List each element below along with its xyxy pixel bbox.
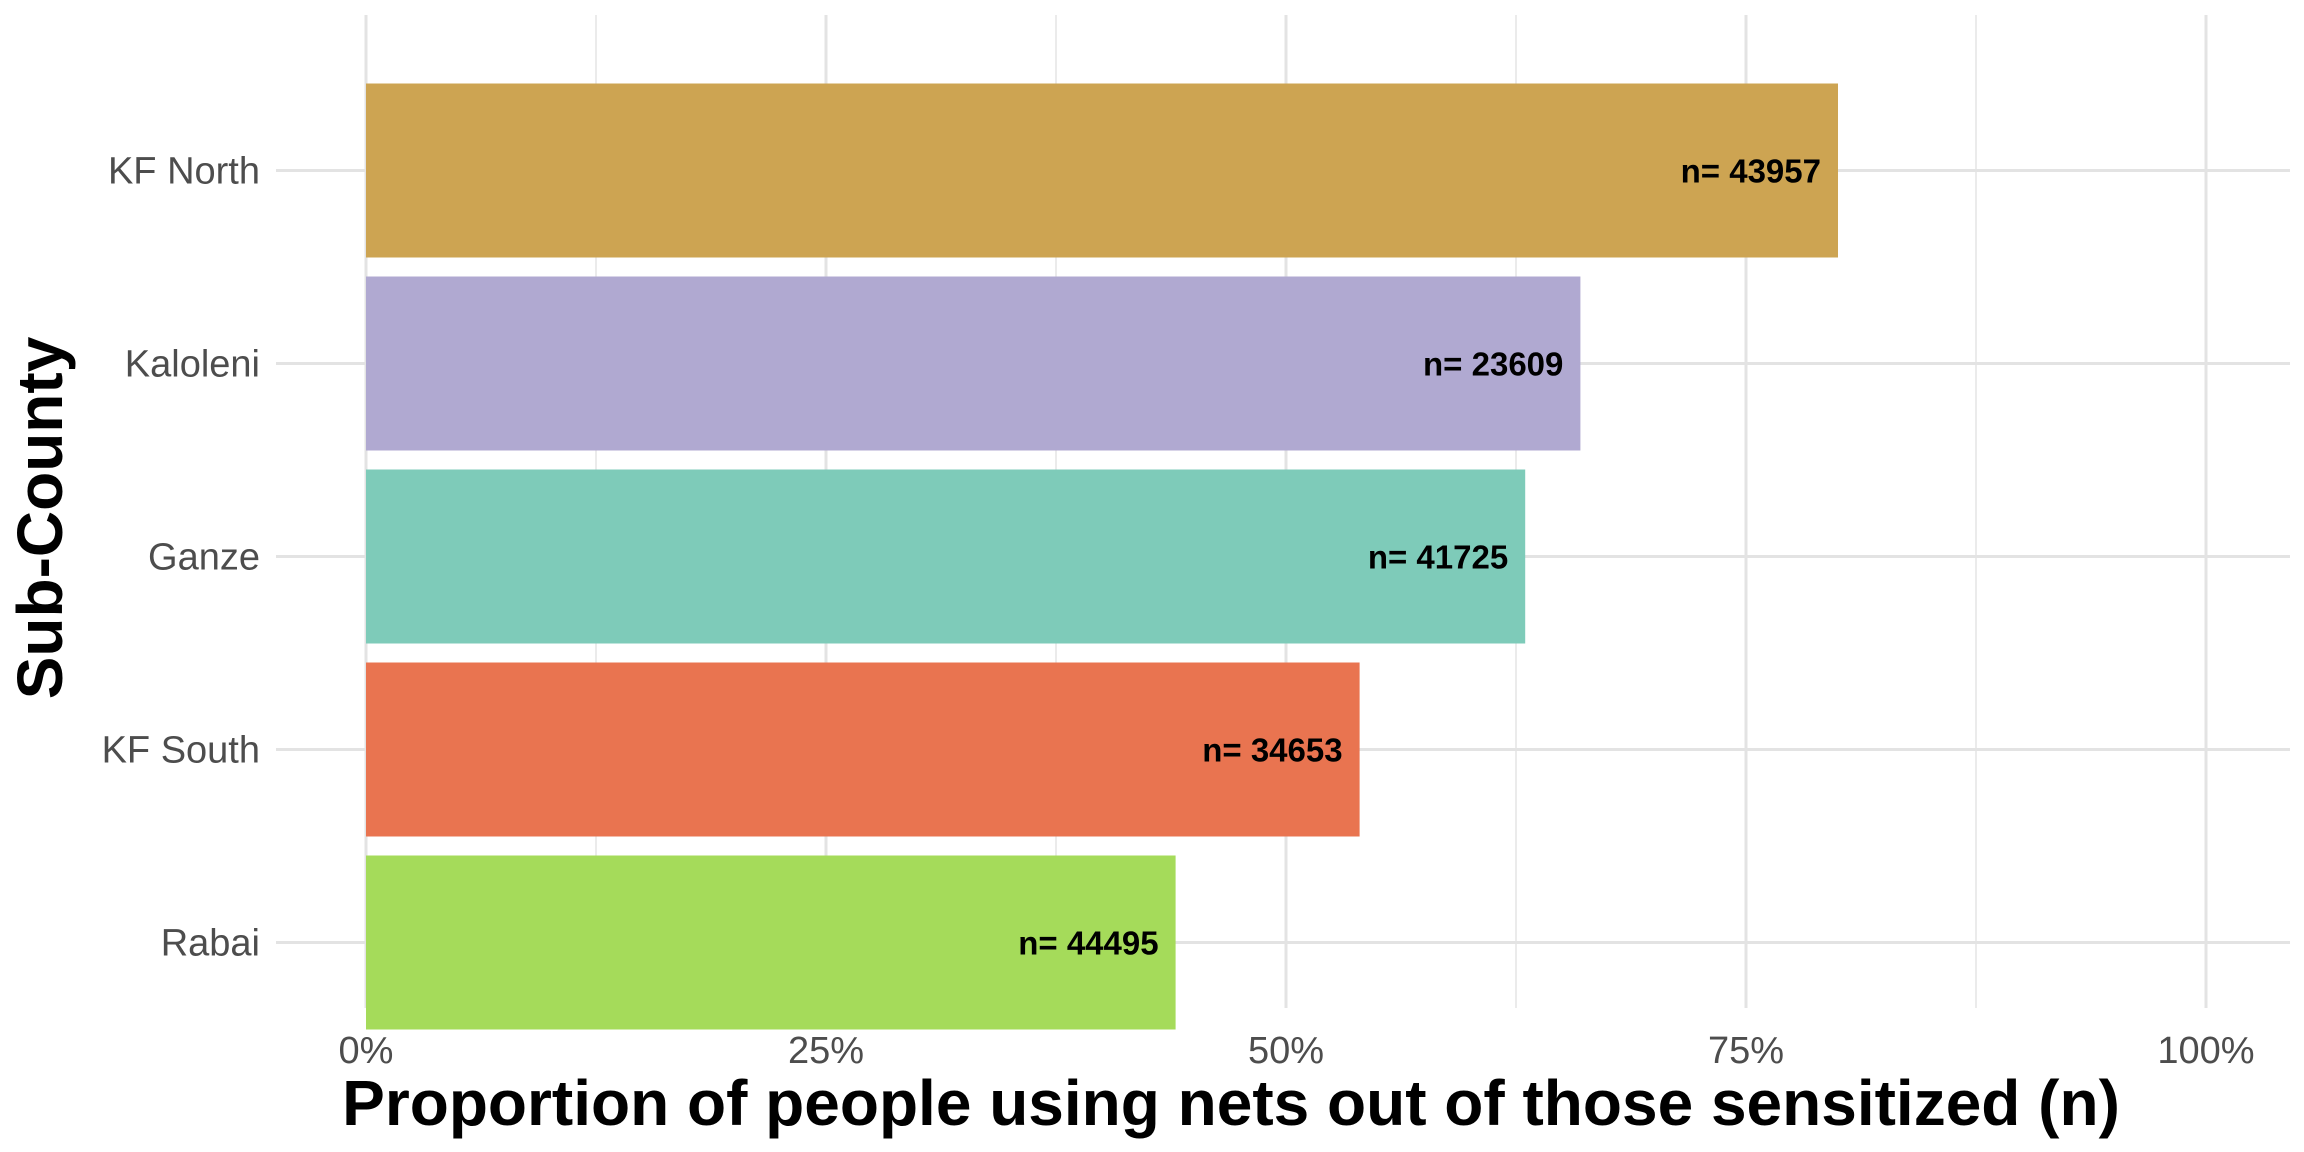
y-tick-label: Ganze xyxy=(148,537,260,579)
x-tick-label: 75% xyxy=(1708,1030,1784,1072)
bar-value-label: n= 41725 xyxy=(1368,539,1508,576)
bar-value-label: n= 34653 xyxy=(1202,732,1342,769)
bar xyxy=(366,662,1360,837)
bar-value-label: n= 43957 xyxy=(1681,153,1821,190)
y-tick-label: KF North xyxy=(108,151,260,193)
x-tick-label: 25% xyxy=(788,1030,864,1072)
bars xyxy=(366,83,1838,1030)
x-tick-label: 0% xyxy=(339,1030,394,1072)
bar xyxy=(366,469,1526,644)
y-axis-ticks: KF North Kaloleni Ganze KF South Rabai xyxy=(102,151,260,965)
x-tick-label: 100% xyxy=(2157,1030,2254,1072)
bar xyxy=(366,855,1176,1030)
bar-labels: n= 43957 n= 23609 n= 41725 n= 34653 n= 44495 xyxy=(1018,153,1821,962)
y-tick-label: KF South xyxy=(102,730,260,772)
bar xyxy=(366,83,1838,258)
bar-value-label: n= 44495 xyxy=(1018,925,1158,962)
x-tick-label: 50% xyxy=(1248,1030,1324,1072)
x-axis-ticks: 0% 25% 50% 75% 100% xyxy=(339,1030,2255,1072)
bar xyxy=(366,276,1581,451)
y-axis-title: Sub-County xyxy=(4,336,76,699)
y-tick-label: Rabai xyxy=(161,923,260,965)
bar-value-label: n= 23609 xyxy=(1423,346,1563,383)
x-axis-title: Proportion of people using nets out of t… xyxy=(342,1067,2120,1139)
y-tick-label: Kaloleni xyxy=(125,344,260,386)
